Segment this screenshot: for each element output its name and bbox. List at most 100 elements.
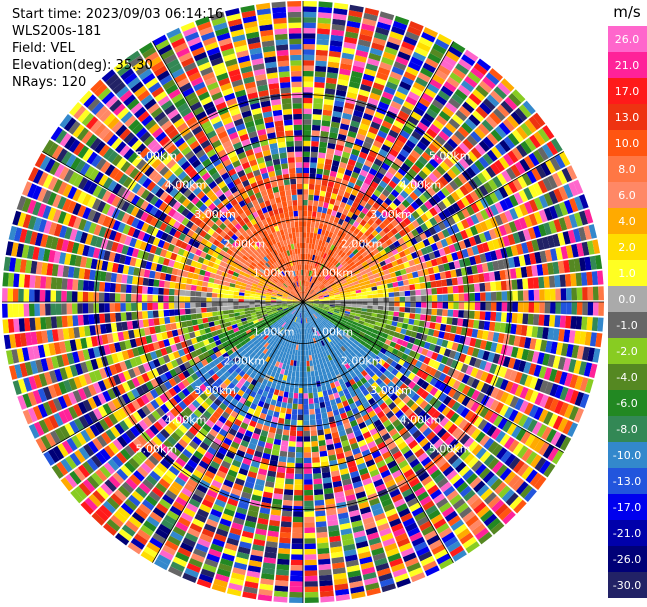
velocity-gate — [487, 240, 495, 251]
velocity-gate — [344, 169, 353, 177]
velocity-gate — [417, 270, 424, 277]
velocity-gate — [350, 309, 357, 313]
velocity-gate — [536, 326, 544, 339]
velocity-gate — [322, 235, 328, 242]
velocity-gate — [353, 228, 361, 235]
velocity-gate — [336, 317, 343, 322]
velocity-gate — [322, 320, 327, 325]
velocity-gate — [317, 309, 323, 313]
velocity-gate — [315, 375, 320, 382]
velocity-gate — [296, 447, 303, 453]
velocity-gate — [496, 447, 508, 460]
velocity-gate — [350, 293, 357, 297]
velocity-gate — [543, 207, 553, 221]
velocity-gate — [307, 305, 312, 310]
velocity-gate — [366, 312, 372, 317]
velocity-gate — [319, 190, 326, 197]
velocity-gate — [371, 286, 378, 291]
velocity-gate — [592, 286, 599, 301]
velocity-gate — [388, 297, 395, 302]
velocity-gate — [335, 211, 342, 219]
velocity-gate — [374, 233, 382, 241]
velocity-gate — [318, 440, 326, 447]
velocity-gate — [411, 228, 419, 237]
velocity-gate — [303, 446, 311, 453]
velocity-gate — [489, 191, 499, 204]
velocity-gate — [425, 374, 434, 384]
velocity-gate — [514, 371, 523, 384]
velocity-gate — [438, 176, 449, 187]
velocity-gate — [360, 285, 366, 290]
velocity-gate — [589, 255, 597, 270]
velocity-gate — [414, 160, 425, 170]
velocity-gate — [345, 294, 352, 298]
velocity-gate — [303, 119, 312, 125]
velocity-gate — [387, 76, 400, 86]
velocity-gate — [447, 367, 456, 377]
velocity-gate — [326, 287, 333, 291]
velocity-gate — [304, 500, 314, 507]
velocity-gate — [303, 76, 314, 82]
velocity-gate — [317, 268, 322, 274]
velocity-gate — [419, 400, 429, 410]
velocity-gate — [347, 130, 357, 139]
velocity-gate — [559, 402, 569, 417]
velocity-gate — [313, 266, 317, 272]
velocity-gate — [311, 291, 316, 296]
velocity-gate — [310, 157, 318, 163]
velocity-gate — [542, 444, 555, 459]
velocity-gate — [314, 489, 324, 496]
velocity-gate — [453, 302, 459, 310]
velocity-gate — [442, 302, 449, 309]
velocity-gate — [512, 89, 526, 103]
velocity-gate — [379, 249, 387, 256]
velocity-gate — [437, 90, 451, 102]
velocity-gate — [449, 412, 460, 423]
velocity-gate — [303, 210, 308, 217]
velocity-gate — [334, 296, 341, 299]
velocity-gate — [393, 157, 404, 167]
velocity-gate — [434, 323, 441, 331]
velocity-gate — [303, 6, 317, 13]
velocity-gate — [364, 159, 373, 168]
velocity-gate — [273, 590, 288, 598]
velocity-gate — [349, 246, 356, 253]
velocity-gate — [560, 246, 569, 260]
velocity-gate — [378, 167, 388, 176]
velocity-gate — [336, 194, 343, 202]
velocity-gate — [357, 94, 369, 103]
velocity-gate — [434, 379, 443, 389]
velocity-gate — [406, 399, 415, 408]
velocity-gate — [559, 386, 569, 401]
velocity-gate — [440, 355, 449, 365]
velocity-gate — [371, 312, 378, 318]
velocity-gate — [338, 311, 345, 315]
velocity-gate — [309, 237, 313, 244]
velocity-gate — [303, 97, 313, 104]
velocity-gate — [375, 135, 385, 144]
velocity-gate — [298, 398, 303, 405]
velocity-gate — [474, 292, 481, 301]
velocity-gate — [318, 294, 324, 297]
velocity-gate — [544, 302, 551, 314]
velocity-gate — [394, 185, 403, 194]
velocity-gate — [434, 94, 448, 106]
velocity-gate — [351, 115, 362, 123]
velocity-gate — [131, 311, 138, 320]
velocity-gate — [507, 357, 516, 369]
velocity-gate — [499, 404, 509, 417]
velocity-gate — [461, 219, 470, 229]
velocity-gate — [304, 292, 308, 298]
velocity-gate — [455, 146, 466, 158]
velocity-gate — [472, 274, 480, 283]
velocity-gate — [342, 317, 349, 322]
velocity-gate — [544, 396, 554, 410]
velocity-gate — [326, 208, 333, 215]
velocity-gate — [317, 22, 331, 30]
velocity-gate — [347, 319, 354, 324]
velocity-gate — [348, 316, 355, 321]
velocity-gate — [399, 302, 406, 307]
velocity-gate — [570, 273, 577, 287]
velocity-gate — [422, 190, 432, 200]
velocity-gate — [579, 393, 590, 409]
